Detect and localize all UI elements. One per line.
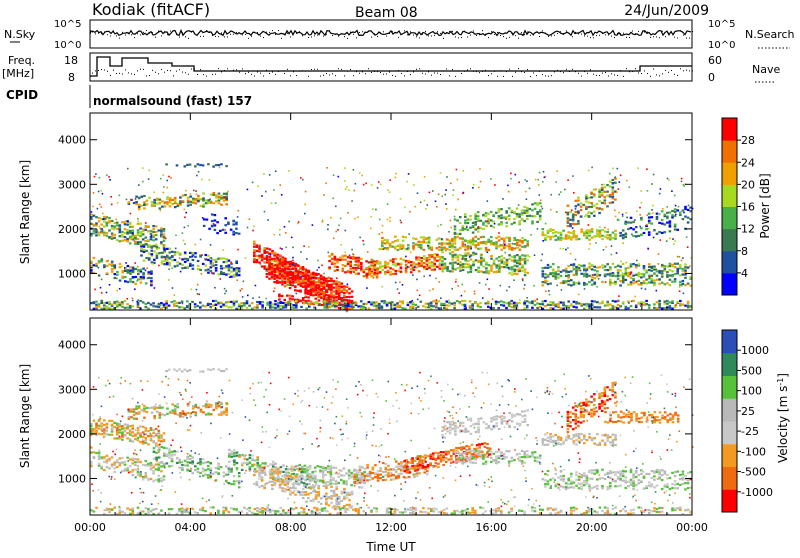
noise-right-tick-top: 10^5 [708, 19, 735, 30]
colorbar-cell [722, 489, 737, 512]
colorbar-tick-label: 12 [741, 223, 755, 236]
colorbar-cell [722, 118, 737, 141]
frequency-panel: Freq. [MHz] 18 8 60 0 Nave [2, 53, 780, 84]
x-tick-label: 00:00 [74, 521, 106, 534]
colorbar-tick-label: -1000 [741, 486, 773, 499]
power-panel: 1000 2000 3000 4000 Slant Range [km] [18, 113, 693, 312]
noise-right-label: N.Search [745, 28, 795, 41]
x-tick-label: 04:00 [174, 521, 206, 534]
y-tick-label: 4000 [58, 134, 86, 147]
nave-label: Nave [752, 63, 780, 76]
colorbar-cell [722, 444, 737, 467]
velocity-colorbar: 1000 500 100 25 -25 -100 -500 -1000 Velocity [m… [722, 330, 790, 513]
velocity-colorbar-cells [722, 330, 737, 513]
colorbar-tick-label: 16 [741, 201, 755, 214]
colorbar-cell [722, 273, 737, 296]
y-tick-label: 1000 [58, 472, 86, 485]
colorbar-cell [722, 353, 737, 376]
beam-title: Beam 08 [355, 5, 418, 21]
x-tick-label: 12:00 [375, 521, 407, 534]
power-heatmap-cells [90, 163, 693, 312]
freq-tick-bottom: 8 [68, 71, 75, 84]
power-colorbar-ticks: 28 24 20 16 12 8 4 [737, 134, 755, 280]
colorbar-tick-label: -500 [741, 466, 766, 479]
colorbar-tick-label: 4 [741, 267, 748, 280]
time-axis-label: Time UT [365, 540, 416, 554]
colorbar-tick-label: 1000 [741, 344, 769, 357]
cpid-text: normalsound (fast) 157 [93, 94, 252, 108]
power-axes: 1000 2000 3000 4000 [58, 113, 692, 310]
colorbar-cell [722, 251, 737, 274]
y-tick-label: 4000 [58, 339, 86, 352]
colorbar-cell [722, 330, 737, 353]
noise-panel: N.Sky 10^5 10^0 10^5 10^0 N.Search [4, 19, 795, 51]
y-tick-label: 2000 [58, 223, 86, 236]
colorbar-tick-label: 25 [741, 405, 755, 418]
colorbar-cell [722, 229, 737, 252]
velocity-colorbar-label: Velocity [m s-1] [776, 373, 790, 463]
cpid-label: CPID [6, 88, 38, 102]
velocity-axes: 1000 2000 3000 4000 00:00 04:00 08:00 12:00 16:0… [58, 318, 708, 534]
noise-left-tick-top: 10^5 [54, 19, 81, 30]
colorbar-tick-label: 100 [741, 385, 762, 398]
nave-tick-top: 60 [708, 54, 722, 67]
y-tick-label: 3000 [58, 178, 86, 191]
velocity-ylabel: Slant Range [km] [18, 364, 32, 468]
power-colorbar: 28 24 20 16 12 8 4 Power [dB] [722, 118, 772, 296]
x-tick-label: 20:00 [576, 521, 608, 534]
colorbar-cell [722, 140, 737, 163]
y-tick-label: 2000 [58, 428, 86, 441]
power-ylabel: Slant Range [km] [18, 160, 32, 264]
colorbar-tick-label: 20 [741, 178, 755, 191]
colorbar-cell [722, 467, 737, 490]
y-tick-label: 1000 [58, 267, 86, 280]
power-colorbar-cells [722, 118, 737, 296]
colorbar-tick-label: 8 [741, 245, 748, 258]
colorbar-cell [722, 184, 737, 207]
velocity-colorbar-ticks: 1000 500 100 25 -25 -100 -500 -1000 [737, 344, 773, 499]
colorbar-cell [722, 398, 737, 421]
x-tick-label: 16:00 [475, 521, 507, 534]
noise-left-label: N.Sky [4, 28, 36, 41]
colorbar-cell [722, 421, 737, 444]
colorbar-tick-label: -25 [741, 425, 759, 438]
colorbar-cell [722, 376, 737, 399]
noise-right-tick-bottom: 10^0 [708, 40, 735, 51]
freq-label-line2: [MHz] [2, 67, 34, 80]
noise-left-tick-bottom: 10^0 [54, 40, 81, 51]
colorbar-tick-label: 28 [741, 134, 755, 147]
x-tick-label: 00:00 [676, 521, 708, 534]
colorbar-cell [722, 162, 737, 185]
date-title: 24/Jun/2009 [624, 3, 709, 19]
velocity-heatmap-cells [90, 368, 694, 515]
freq-tick-top: 18 [64, 54, 78, 67]
noise-trace [90, 30, 693, 39]
colorbar-tick-label: 24 [741, 156, 755, 169]
x-tick-label: 08:00 [275, 521, 307, 534]
colorbar-cell [722, 207, 737, 230]
colorbar-tick-label: -100 [741, 445, 766, 458]
power-colorbar-label: Power [dB] [758, 173, 772, 238]
station-title: Kodiak (fitACF) [92, 0, 210, 19]
freq-label-line1: Freq. [8, 54, 35, 67]
y-tick-label: 3000 [58, 383, 86, 396]
frequency-trace [90, 57, 693, 77]
colorbar-tick-label: 500 [741, 364, 762, 377]
nave-tick-bottom: 0 [708, 71, 715, 84]
velocity-panel: 1000 2000 3000 4000 00:00 04:00 08:00 12:00 16:0… [18, 318, 708, 554]
